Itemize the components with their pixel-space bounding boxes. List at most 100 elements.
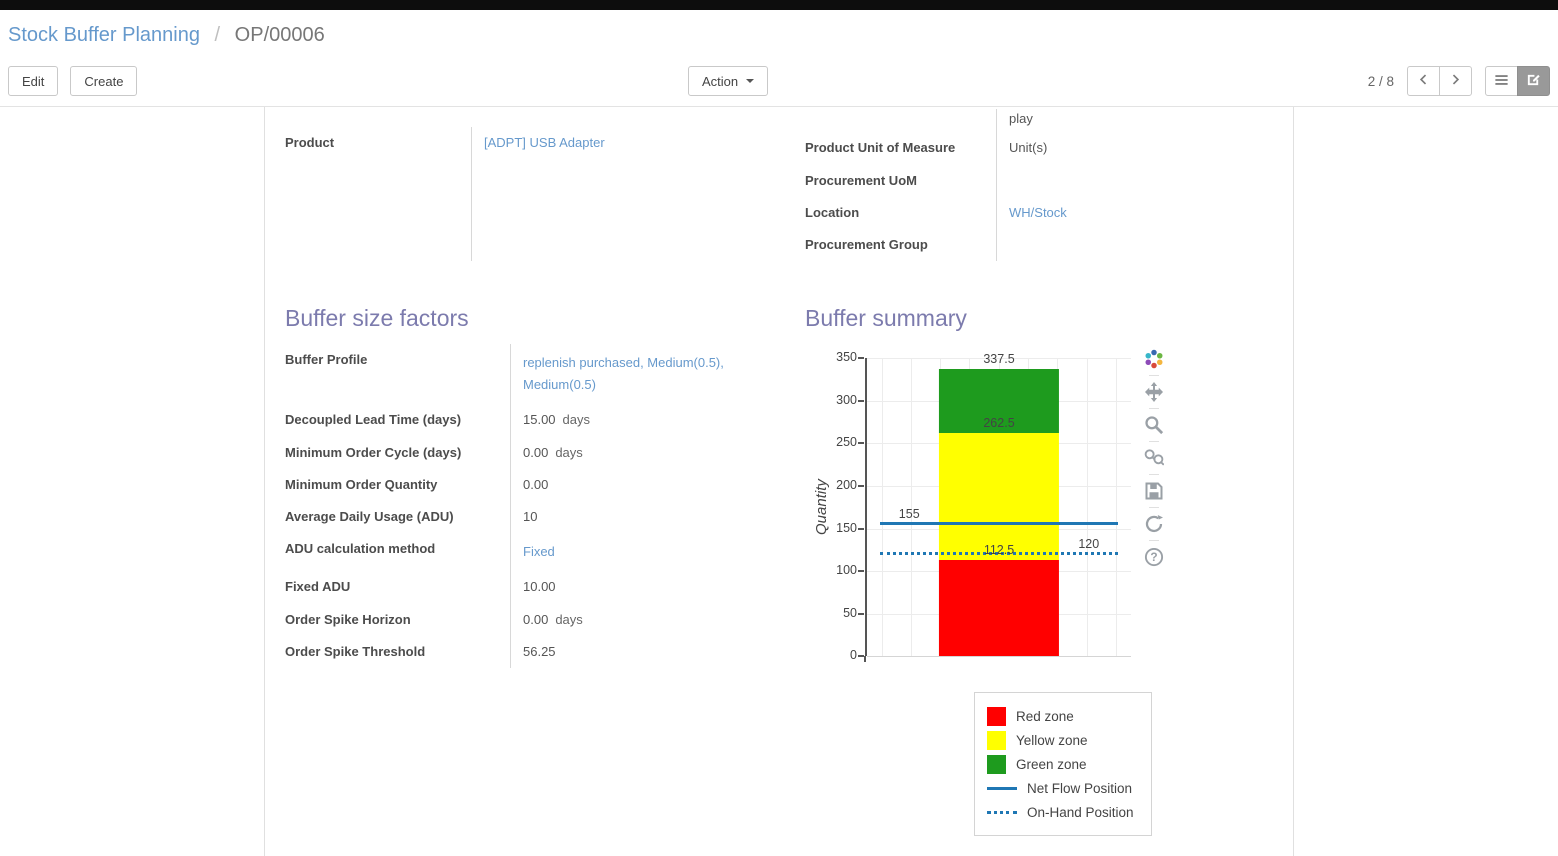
help-icon[interactable]: ? (1144, 547, 1164, 567)
field-label-minimum-order-cycle: Minimum Order Cycle (days) (285, 436, 511, 469)
primary-buttons: Edit Create (8, 66, 138, 96)
plotly-logo-icon[interactable] (1144, 349, 1164, 369)
field-row-order-spike-horizon: Order Spike Horizon 0.00 days (285, 603, 773, 636)
create-button[interactable]: Create (70, 66, 138, 96)
field-text-order-spike-threshold: 56.25 (523, 643, 556, 659)
field-value-product-uom: Unit(s) (997, 132, 1274, 164)
y-tick-mark (858, 484, 864, 487)
legend-swatch-square (987, 754, 1006, 774)
field-label-product-uom: Product Unit of Measure (805, 132, 997, 165)
modebar-separator (1149, 441, 1159, 443)
annotation-112.5: 112.5 (983, 543, 1015, 558)
legend-item-net-flow-position[interactable]: Net Flow Position (987, 777, 1139, 799)
field-value-location: WH/Stock (997, 197, 1274, 229)
field-value-minimum-order-quantity: 0.00 (511, 469, 774, 501)
list-icon (1494, 73, 1509, 90)
field-value-buffer-profile: replenish purchased, Medium(0.5), Medium… (511, 344, 774, 404)
field-row-decoupled-lead-time: Decoupled Lead Time (days) 15.00 days (285, 404, 774, 437)
field-value-order-spike-threshold: 56.25 (511, 636, 774, 668)
field-row-location: Location WH/Stock (805, 196, 1274, 229)
save-icon[interactable] (1144, 481, 1164, 501)
zoom-icon[interactable] (1144, 415, 1164, 435)
field-row-procurement-group: Procurement Group (805, 229, 1274, 262)
form-view-button[interactable] (1517, 66, 1550, 96)
pager-buttons (1407, 66, 1472, 96)
legend-label: Yellow zone (1016, 732, 1088, 748)
top-navbar[interactable] (0, 0, 1558, 10)
gridline-x (881, 358, 883, 657)
gridline-x (910, 358, 912, 657)
y-tick-mark (858, 357, 864, 360)
y-tick-mark (858, 399, 864, 402)
field-row-clipped-row: play (805, 109, 1273, 133)
breadcrumb-parent-link[interactable]: Stock Buffer Planning (8, 24, 200, 46)
field-label-order-spike-horizon: Order Spike Horizon (285, 603, 511, 636)
buffer-chart: Quantity 0 50 100 150 200 250 300 350 337.5 262.… (805, 344, 1225, 682)
field-value-decoupled-lead-time: 15.00 days (511, 404, 774, 436)
field-label-average-daily-usage: Average Daily Usage (ADU) (285, 501, 511, 534)
action-label: Action (702, 73, 739, 89)
pan-icon[interactable] (1144, 382, 1164, 403)
chart-legend: Red zone Yellow zone Green zone Net Flow Po… (974, 692, 1152, 837)
svg-text:?: ? (1150, 550, 1157, 564)
y-tick-label-350: 350 (836, 350, 857, 365)
chart-plot: 337.5 262.5 155 112.5 120 (865, 352, 1131, 658)
field-text-minimum-order-cycle: 0.00 (523, 444, 549, 460)
field-value-minimum-order-cycle: 0.00 days (511, 437, 774, 469)
buffer-factors-table: Buffer Profile replenish purchased, Mediu… (285, 344, 773, 668)
legend-label: Red zone (1016, 708, 1074, 724)
chevron-left-icon (1417, 73, 1430, 89)
zoom-in-out-icon[interactable] (1144, 448, 1164, 468)
view-switcher (1485, 66, 1550, 96)
field-row-fixed-adu: Fixed ADU 10.00 (285, 571, 773, 604)
field-link-adu-calculation-method[interactable]: Fixed (523, 544, 555, 560)
reset-axes-icon[interactable] (1144, 514, 1164, 534)
breadcrumb-current: OP/00006 (234, 24, 325, 46)
legend-swatch-line (987, 786, 1017, 790)
field-row-minimum-order-cycle: Minimum Order Cycle (days) 0.00 days (285, 436, 774, 469)
pager-previous-button[interactable] (1407, 66, 1440, 96)
breadcrumb: Stock Buffer Planning / OP/00006 (0, 10, 1558, 56)
field-value-procurement-group (997, 229, 1274, 261)
field-text-minimum-order-quantity: 0.00 (523, 476, 549, 492)
modebar-separator (1149, 474, 1159, 476)
caret-down-icon (746, 79, 755, 83)
legend-label: On-Hand Position (1027, 804, 1134, 820)
y-tick-label-0: 0 (850, 648, 857, 663)
field-label-procurement-uom: Procurement UoM (805, 164, 997, 197)
gridline-y-0 (867, 656, 1131, 658)
y-tick-label-150: 150 (836, 520, 857, 535)
x-tick-mark (864, 656, 866, 663)
legend-item-yellow-zone[interactable]: Yellow zone (987, 729, 1139, 751)
field-row-product-uom: Product Unit of Measure Unit(s) (805, 132, 1274, 165)
modebar-separator (1149, 507, 1159, 509)
edit-button[interactable]: Edit (8, 66, 59, 96)
field-value-average-daily-usage: 10 (511, 501, 774, 533)
field-row-procurement-uom: Procurement UoM (805, 164, 1273, 197)
field-label-adu-calculation-method: ADU calculation method (285, 533, 511, 572)
left-field-table: Product [ADPT] USB Adapter (285, 127, 805, 262)
field-link-product[interactable]: [ADPT] USB Adapter (484, 135, 605, 150)
field-suffix-minimum-order-cycle: days (555, 444, 583, 460)
list-view-button[interactable] (1485, 66, 1518, 96)
field-link-location[interactable]: WH/Stock (1009, 204, 1067, 220)
chevron-right-icon (1449, 73, 1462, 89)
field-label-buffer-profile: Buffer Profile (285, 344, 511, 405)
legend-item-green-zone[interactable]: Green zone (987, 753, 1139, 775)
field-row-average-daily-usage: Average Daily Usage (ADU) 10 (285, 501, 774, 534)
modebar-separator (1149, 408, 1159, 410)
y-tick-mark (858, 570, 864, 573)
y-tick-label-250: 250 (836, 435, 857, 450)
field-text-decoupled-lead-time: 15.00 (523, 412, 556, 428)
breadcrumb-separator: / (214, 24, 221, 46)
gridline-x (1086, 358, 1088, 657)
legend-item-red-zone[interactable]: Red zone (987, 705, 1139, 727)
legend-item-on-hand-position[interactable]: On-Hand Position (987, 801, 1139, 823)
field-link-buffer-profile[interactable]: replenish purchased, Medium(0.5), Medium… (523, 355, 724, 393)
form-icon (1526, 72, 1541, 90)
field-value-adu-calculation-method: Fixed (511, 533, 774, 571)
pager-next-button[interactable] (1439, 66, 1472, 96)
action-dropdown-button[interactable]: Action (688, 66, 769, 96)
field-row-minimum-order-quantity: Minimum Order Quantity 0.00 (285, 468, 774, 501)
y-tick-label-200: 200 (836, 477, 857, 492)
